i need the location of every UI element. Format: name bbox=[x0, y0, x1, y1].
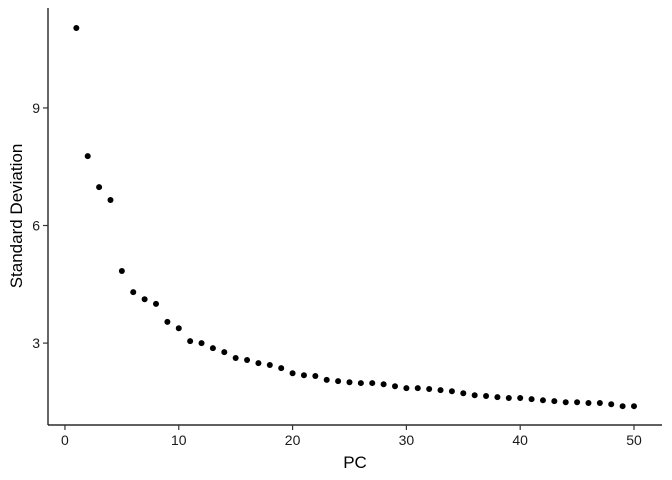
point bbox=[73, 24, 80, 31]
point bbox=[392, 383, 399, 390]
point bbox=[517, 394, 524, 401]
y-axis-title: Standard Deviation bbox=[7, 144, 26, 289]
point bbox=[278, 365, 285, 372]
point bbox=[335, 378, 342, 385]
point bbox=[357, 380, 364, 387]
point bbox=[323, 376, 330, 383]
point bbox=[244, 356, 251, 363]
point bbox=[608, 401, 615, 408]
point bbox=[460, 390, 467, 397]
point bbox=[198, 340, 205, 347]
point bbox=[574, 399, 581, 406]
point bbox=[187, 338, 194, 345]
point bbox=[539, 397, 546, 404]
point bbox=[562, 399, 569, 406]
point bbox=[209, 345, 216, 352]
point bbox=[96, 184, 103, 191]
point bbox=[164, 318, 171, 325]
point bbox=[437, 387, 444, 394]
point bbox=[380, 381, 387, 388]
point bbox=[426, 385, 433, 392]
x-tick-label: 10 bbox=[171, 432, 187, 448]
x-tick-label: 20 bbox=[285, 432, 301, 448]
point bbox=[403, 385, 410, 392]
point bbox=[494, 394, 501, 401]
point bbox=[300, 372, 307, 379]
x-tick-label: 50 bbox=[626, 432, 642, 448]
point bbox=[483, 392, 490, 399]
y-tick-label: 6 bbox=[32, 218, 40, 234]
point bbox=[596, 400, 603, 407]
point bbox=[585, 400, 592, 407]
point bbox=[528, 396, 535, 403]
point bbox=[619, 403, 626, 410]
point bbox=[551, 398, 558, 405]
point bbox=[255, 360, 262, 367]
x-axis-title: PC bbox=[343, 453, 367, 472]
x-tick-label: 0 bbox=[61, 432, 69, 448]
point bbox=[414, 385, 421, 392]
point bbox=[107, 197, 114, 204]
x-tick-label: 40 bbox=[512, 432, 528, 448]
point bbox=[175, 325, 182, 332]
point bbox=[153, 300, 160, 307]
point bbox=[369, 380, 376, 387]
point bbox=[505, 394, 512, 401]
point bbox=[346, 379, 353, 386]
x-tick-label: 30 bbox=[399, 432, 415, 448]
point bbox=[221, 349, 228, 356]
point bbox=[84, 153, 91, 160]
point bbox=[448, 388, 455, 395]
point bbox=[141, 296, 148, 303]
point bbox=[312, 373, 319, 380]
point bbox=[118, 267, 125, 274]
point bbox=[289, 370, 296, 377]
point bbox=[266, 362, 273, 369]
point bbox=[130, 289, 137, 296]
point bbox=[471, 392, 478, 399]
y-tick-label: 3 bbox=[32, 335, 40, 351]
y-tick-label: 9 bbox=[32, 100, 40, 116]
point bbox=[631, 403, 638, 410]
point bbox=[232, 354, 239, 361]
